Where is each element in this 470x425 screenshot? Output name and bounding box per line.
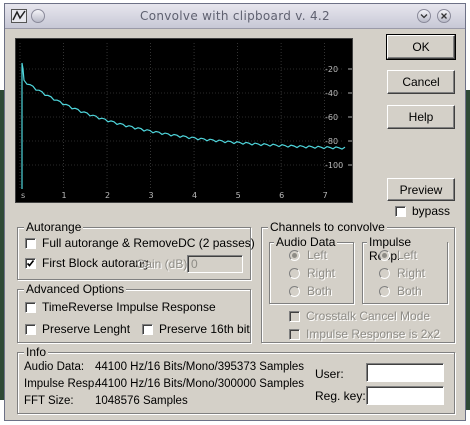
impulse-2x2-label: Impulse Response is 2x2 [306, 327, 441, 341]
preserve-length-checkbox[interactable] [25, 324, 36, 335]
advanced-options-group: Advanced Options [17, 282, 251, 343]
info-impulse-label: Impulse Resp. [24, 378, 98, 390]
ok-button[interactable]: OK [386, 34, 456, 60]
check-icon [26, 260, 35, 267]
y-tick-label: -20 [325, 65, 338, 74]
autorange-group: Autorange [17, 220, 251, 280]
crosstalk-checkbox[interactable] [289, 311, 300, 322]
background-waveform-left [0, 90, 5, 400]
preview-button[interactable]: Preview [387, 178, 455, 201]
audio-right-radio[interactable] [289, 268, 300, 279]
audio-data-group: Audio Data [269, 235, 354, 304]
impulse-left-label: Left [397, 248, 418, 262]
x-tick-label: s [21, 191, 25, 200]
reg-key-label: Reg. key: [315, 389, 366, 403]
bypass-checkbox[interactable] [395, 206, 406, 217]
y-tick-label: -60 [325, 113, 338, 122]
bypass-label: bypass [412, 204, 451, 218]
app-icon [11, 9, 27, 23]
x-tick-label: 3 [149, 191, 154, 200]
audio-right-label: Right [307, 266, 336, 280]
x-tick-label: 2 [105, 191, 110, 200]
y-tick-label: -80 [325, 137, 338, 146]
preserve-16bit-checkbox[interactable] [142, 324, 153, 335]
impulse-left-radio[interactable] [379, 250, 390, 261]
reg-key-input[interactable] [366, 386, 444, 405]
gain-input[interactable]: 0 [187, 255, 243, 273]
time-reverse-checkbox[interactable] [25, 302, 36, 313]
close-icon [441, 13, 447, 19]
x-tick-label: 7 [323, 191, 328, 200]
channels-group-label: Channels to convolve [268, 220, 387, 234]
impulse-response-plot: -20 -40 -60 -80 -100 s 1 2 3 4 5 6 7 [15, 38, 353, 203]
first-block-autorange-checkbox[interactable] [25, 258, 36, 269]
window-menu-button[interactable] [31, 9, 45, 23]
first-block-autorange-label: First Block autorang [42, 256, 149, 270]
crosstalk-label: Crosstalk Cancel Mode [306, 309, 431, 323]
x-tick-label: 5 [236, 191, 241, 200]
preserve-16bit-label: Preserve 16th bit [159, 322, 250, 336]
info-group: Info [17, 345, 455, 414]
full-autorange-checkbox[interactable] [25, 238, 36, 249]
audio-both-label: Both [307, 284, 332, 298]
impulse-both-label: Both [397, 284, 422, 298]
user-input[interactable] [366, 363, 444, 382]
info-impulse-value: 44100 Hz/16 Bits/Mono/300000 Samples [95, 378, 305, 390]
audio-both-radio[interactable] [289, 286, 300, 297]
advanced-options-group-label: Advanced Options [24, 282, 127, 296]
x-tick-label: 4 [192, 191, 197, 200]
x-tick-label: 1 [62, 191, 67, 200]
impulse-2x2-checkbox[interactable] [289, 329, 300, 340]
info-audio-label: Audio Data: [24, 361, 85, 373]
response-trace [21, 62, 346, 189]
minimize-button[interactable] [417, 9, 431, 23]
close-button[interactable] [437, 9, 451, 23]
preserve-length-label: Preserve Lenght [42, 322, 131, 336]
background-waveform-right [465, 90, 470, 410]
impulse-right-radio[interactable] [379, 268, 390, 279]
audio-left-label: Left [307, 248, 328, 262]
title-bar[interactable]: Convolve with clipboard v. 4.2 [5, 4, 465, 29]
audio-data-group-label: Audio Data [274, 235, 338, 249]
autorange-group-label: Autorange [24, 220, 84, 234]
help-button[interactable]: Help [387, 105, 455, 129]
chevron-down-icon [420, 14, 428, 19]
y-tick-label: -100 [325, 161, 343, 170]
info-group-label: Info [24, 345, 49, 359]
y-tick-label: -40 [325, 89, 338, 98]
impulse-right-label: Right [397, 266, 426, 280]
audio-left-radio[interactable] [289, 250, 300, 261]
channels-group: Channels to convolve [261, 220, 455, 343]
x-tick-label: 6 [279, 191, 284, 200]
impulse-response-graph: -20 -40 -60 -80 -100 s 1 2 3 4 5 6 7 [19, 43, 352, 200]
gain-label: Gain (dB): [136, 257, 191, 271]
info-fft-value: 1048576 Samples [95, 395, 188, 407]
user-label: User: [315, 367, 344, 381]
full-autorange-label: Full autorange & RemoveDC (2 passes) [42, 236, 255, 250]
window-title: Convolve with clipboard v. 4.2 [140, 9, 330, 23]
dialog-window: Convolve with clipboard v. 4.2 -20 -40 -60… [4, 3, 466, 421]
info-audio-value: 44100 Hz/16 Bits/Mono/395373 Samples [95, 361, 305, 373]
impulse-both-radio[interactable] [379, 286, 390, 297]
time-reverse-label: TimeReverse Impulse Response [42, 300, 216, 314]
cancel-button[interactable]: Cancel [387, 70, 455, 94]
info-fft-label: FFT Size: [24, 395, 74, 407]
